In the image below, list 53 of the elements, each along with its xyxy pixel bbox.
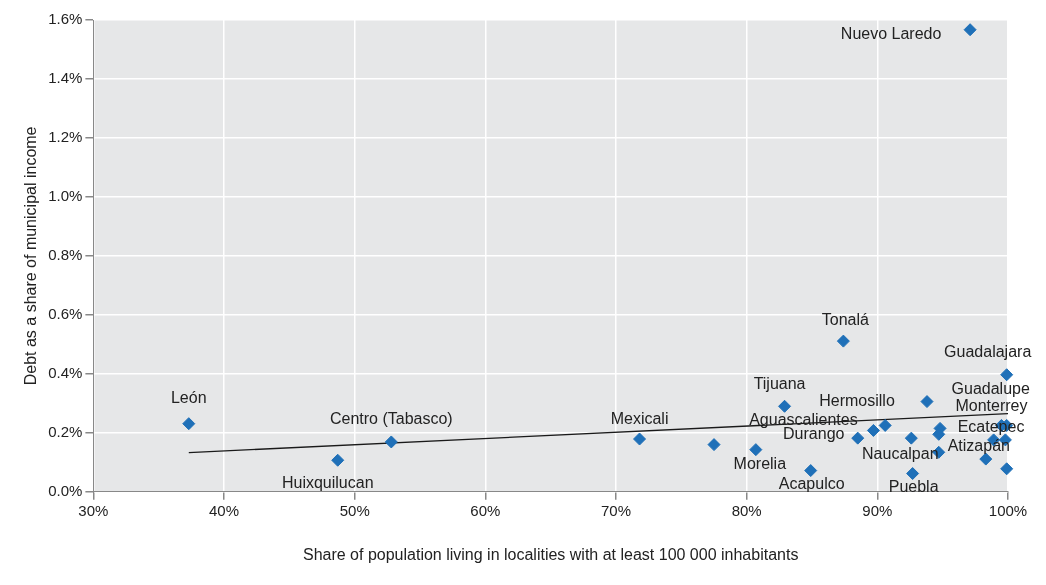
point xyxy=(707,438,721,452)
y-tick-label: 1.4% xyxy=(48,69,83,87)
y-axis-title: Debt as a share of municipal income xyxy=(22,126,40,386)
y-tick-label: 0.4% xyxy=(48,363,83,381)
point xyxy=(836,334,850,348)
point xyxy=(331,453,345,467)
point xyxy=(1000,462,1014,476)
point xyxy=(963,23,977,37)
point xyxy=(920,395,934,409)
point xyxy=(906,467,920,481)
x-axis-title: Share of population living in localities with at least 100 000 inhabitants xyxy=(302,545,799,563)
annotation: Tonalá xyxy=(821,310,870,328)
annotation: Atizapán xyxy=(947,437,1010,455)
x-tick-label: 90% xyxy=(862,501,893,519)
y-tick-label: 0.0% xyxy=(48,481,83,499)
annotation: Hermosillo xyxy=(819,391,895,409)
point xyxy=(384,435,398,449)
annotation: Mexicali xyxy=(610,410,669,428)
x-tick-label: 100% xyxy=(988,501,1028,519)
annotation: Nuevo Laredo xyxy=(840,25,942,43)
annotation: Guadalajara xyxy=(944,343,1032,361)
annotation: Tijuana xyxy=(753,374,806,392)
point xyxy=(633,432,647,446)
point xyxy=(904,431,918,445)
annotation: Durango xyxy=(783,424,845,442)
annotation: Morelia xyxy=(733,455,787,473)
point xyxy=(866,423,880,437)
point xyxy=(778,399,792,413)
point xyxy=(851,431,865,445)
y-tick-label: 0.8% xyxy=(48,246,83,264)
y-tick-label: 1.2% xyxy=(48,128,83,146)
y-tick-label: 1.0% xyxy=(48,187,83,205)
annotation: Huixquilucan xyxy=(281,473,374,491)
point xyxy=(804,464,818,478)
y-tick-label: 0.2% xyxy=(48,422,83,440)
x-tick-label: 60% xyxy=(470,501,501,519)
x-tick-label: 70% xyxy=(601,501,632,519)
x-tick-label: 50% xyxy=(339,501,370,519)
point xyxy=(878,418,892,432)
point xyxy=(749,443,763,457)
point xyxy=(1000,368,1014,382)
point xyxy=(182,417,196,431)
y-tick-label: 0.6% xyxy=(48,305,83,323)
annotation: Guadalupe xyxy=(951,379,1030,397)
x-tick-label: 30% xyxy=(78,501,109,519)
annotation: Monterrey xyxy=(955,396,1028,414)
y-tick-label: 1.6% xyxy=(48,10,83,28)
x-tick-label: 80% xyxy=(731,501,762,519)
annotation: Centro (Tabasco) xyxy=(329,410,453,428)
annotation: Acapulco xyxy=(778,474,845,492)
x-tick-label: 40% xyxy=(209,501,240,519)
annotation: León xyxy=(170,389,207,407)
annotation: Puebla xyxy=(888,477,939,495)
